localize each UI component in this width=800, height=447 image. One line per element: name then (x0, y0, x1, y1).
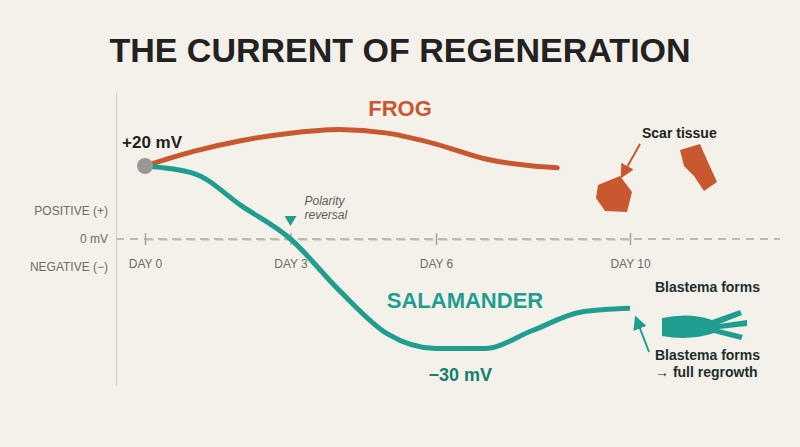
y-tick-label: 0 mV (80, 232, 108, 246)
background (0, 0, 800, 447)
y-axis-line (116, 94, 117, 386)
grid (116, 239, 780, 240)
title: THE CURRENT OF REGENERATION (109, 31, 690, 69)
x-axis: DAY 0 DAY 3 DAY 6 DAY 10 (129, 233, 651, 271)
annotation-label: Polarityreversal (305, 194, 348, 222)
annotation-point (137, 158, 153, 174)
annotation-line: reversal (305, 208, 348, 222)
callout: Scar tissue (642, 125, 717, 141)
x-tick: DAY 0 (129, 233, 163, 271)
grid-line (116, 238, 780, 240)
callout-line: Blastema forms (655, 279, 760, 295)
callout: Blastema forms→ full regrowth (655, 347, 760, 380)
scar-icon (596, 176, 632, 212)
plot-area (145, 130, 630, 349)
series-line (145, 130, 557, 168)
x-tick-label: DAY 0 (129, 257, 163, 271)
series-label: FROG (368, 96, 432, 121)
callout-line: Blastema forms (655, 347, 760, 363)
x-tick-mark (436, 233, 438, 245)
x-tick-label: DAY 3 (274, 257, 308, 271)
chart: THE CURRENT OF REGENERATION 0 mV POSITIVE … (0, 0, 800, 447)
blastema-icon (662, 310, 747, 340)
series-line (145, 166, 630, 349)
y-side-label: POSITIVE (+) (34, 204, 108, 218)
series-label: SALAMANDER (387, 288, 544, 313)
scar-icon (680, 144, 717, 191)
callout: Blastema forms (655, 279, 760, 295)
callout-line: → full regrowth (655, 364, 758, 380)
x-tick: DAY 10 (610, 233, 651, 271)
x-tick-mark (145, 233, 147, 245)
x-tick: DAY 6 (420, 233, 454, 271)
callout-arrow (636, 318, 649, 352)
y-tick: 0 mV (80, 232, 116, 246)
x-tick-label: DAY 6 (420, 257, 454, 271)
y-axis: 0 mV (80, 94, 117, 386)
x-tick-mark (630, 233, 632, 245)
x-tick-label: DAY 10 (610, 257, 651, 271)
x-axis-line (146, 239, 631, 241)
annotation-line: Polarity (305, 194, 346, 208)
annotation-marker (285, 216, 297, 226)
annotation-label: −30 mV (428, 365, 492, 385)
callout-arrow (622, 144, 640, 176)
callout-line: Scar tissue (642, 125, 717, 141)
annotation-label: +20 mV (122, 133, 183, 152)
y-side-label: NEGATIVE (−) (30, 260, 108, 274)
